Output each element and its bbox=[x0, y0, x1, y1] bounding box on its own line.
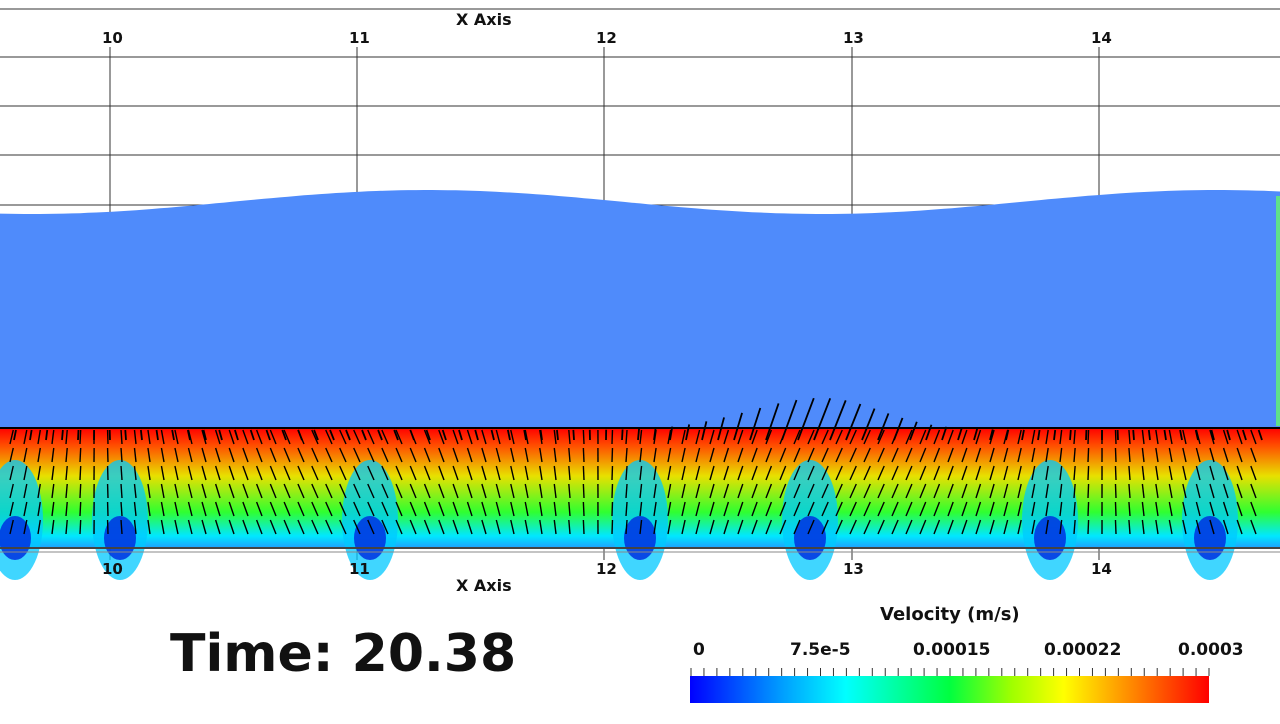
velocity-arrow bbox=[1115, 448, 1116, 462]
low-velocity-core bbox=[104, 516, 136, 560]
colorbar-tick-0: 0 bbox=[693, 640, 705, 660]
velocity-arrow bbox=[1088, 484, 1089, 498]
colorbar bbox=[690, 676, 1209, 703]
bottom-axis-title: X Axis bbox=[456, 576, 512, 595]
velocity-arrow bbox=[121, 430, 122, 444]
velocity-arrow bbox=[121, 466, 122, 480]
velocity-arrow bbox=[583, 484, 584, 498]
top-tick-10: 10 bbox=[102, 29, 123, 47]
velocity-arrow bbox=[1115, 520, 1116, 534]
velocity-arrow bbox=[1088, 520, 1089, 534]
bottom-tick-13: 13 bbox=[843, 560, 864, 578]
domain-edge bbox=[1276, 196, 1280, 426]
velocity-arrow bbox=[1115, 502, 1116, 516]
time-readout: Time: 20.38 bbox=[170, 624, 516, 684]
colorbar-tick-4: 0.0003 bbox=[1178, 640, 1244, 660]
velocity-arrow bbox=[62, 430, 63, 440]
velocity-arrow bbox=[1054, 430, 1055, 440]
top-tick-14: 14 bbox=[1091, 29, 1112, 47]
colorbar-tick-2: 0.00015 bbox=[913, 640, 990, 660]
top-tick-13: 13 bbox=[843, 29, 864, 47]
velocity-arrow bbox=[583, 430, 584, 444]
velocity-arrow bbox=[121, 502, 122, 516]
velocity-arrow bbox=[121, 448, 122, 462]
velocity-arrow bbox=[1088, 466, 1089, 480]
velocity-arrow bbox=[638, 429, 639, 440]
bottom-tick-11: 11 bbox=[349, 560, 370, 578]
velocity-arrow bbox=[80, 430, 81, 444]
top-tick-12: 12 bbox=[596, 29, 617, 47]
velocity-arrow bbox=[1070, 430, 1071, 440]
velocity-arrow bbox=[1088, 430, 1089, 444]
colorbar-tick-3: 0.00022 bbox=[1044, 640, 1121, 660]
bottom-tick-12: 12 bbox=[596, 560, 617, 578]
velocity-arrow bbox=[583, 520, 584, 534]
bottom-tick-10: 10 bbox=[102, 560, 123, 578]
velocity-arrow bbox=[121, 520, 122, 534]
velocity-arrow bbox=[80, 484, 81, 498]
velocity-arrow bbox=[1088, 448, 1089, 462]
colorbar-tick-1: 7.5e-5 bbox=[790, 640, 851, 660]
velocity-arrow bbox=[125, 430, 126, 440]
velocity-arrow bbox=[80, 502, 81, 516]
velocity-arrow bbox=[583, 448, 584, 462]
velocity-arrow bbox=[80, 466, 81, 480]
velocity-arrow bbox=[1088, 502, 1089, 516]
velocity-arrow bbox=[583, 466, 584, 480]
velocity-arrow bbox=[1149, 430, 1150, 440]
velocity-arrow bbox=[573, 430, 574, 440]
colorbar-title: Velocity (m/s) bbox=[880, 604, 1020, 625]
velocity-arrow bbox=[1115, 484, 1116, 498]
water-body bbox=[0, 190, 1280, 428]
velocity-arrow bbox=[121, 484, 122, 498]
low-velocity-core bbox=[354, 516, 386, 560]
velocity-arrow bbox=[1115, 466, 1116, 480]
top-tick-11: 11 bbox=[349, 29, 370, 47]
velocity-arrow bbox=[80, 520, 81, 534]
velocity-arrow bbox=[583, 502, 584, 516]
velocity-arrow bbox=[557, 430, 558, 440]
low-velocity-core bbox=[624, 516, 656, 560]
velocity-arrow bbox=[1133, 430, 1134, 440]
velocity-arrow bbox=[80, 448, 81, 462]
velocity-arrow bbox=[622, 429, 623, 440]
velocity-arrow bbox=[1115, 430, 1116, 444]
top-axis-title: X Axis bbox=[456, 10, 512, 29]
bottom-tick-14: 14 bbox=[1091, 560, 1112, 578]
velocity-arrow bbox=[46, 430, 47, 440]
velocity-arrow bbox=[141, 430, 142, 440]
